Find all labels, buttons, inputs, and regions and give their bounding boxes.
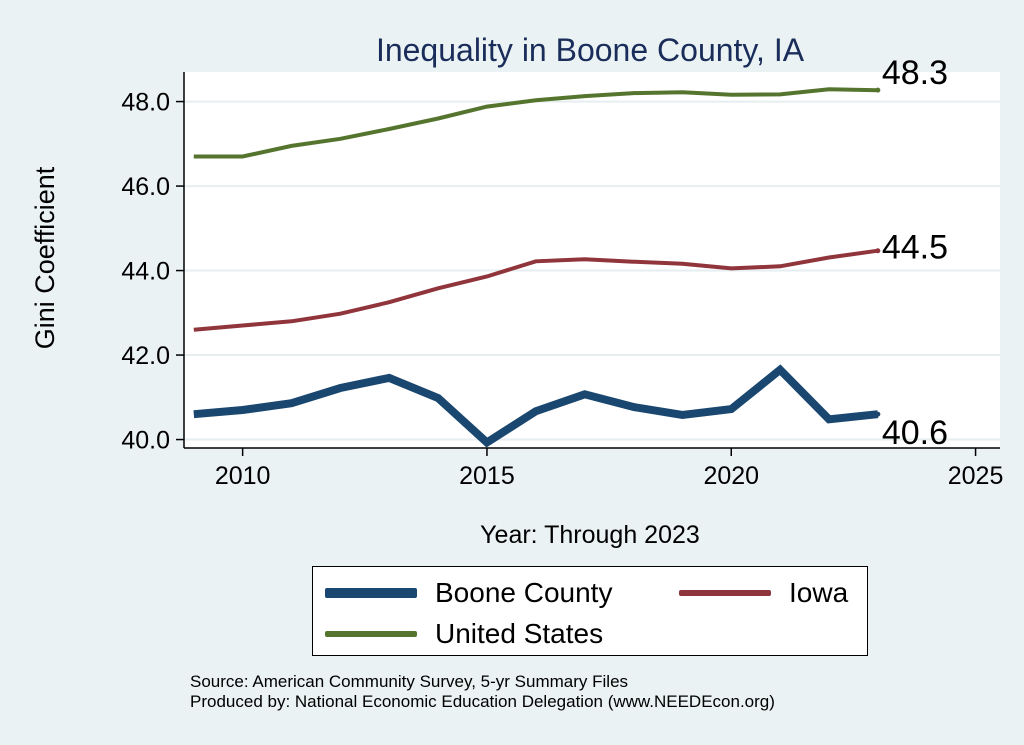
legend-item-boone: Boone County bbox=[325, 575, 612, 611]
legend-item-iowa: Iowa bbox=[679, 575, 848, 611]
end-label-boone: 40.6 bbox=[882, 414, 948, 452]
y-tick-label: 46.0 bbox=[121, 173, 170, 201]
legend-item-us: United States bbox=[325, 616, 603, 652]
series-lines bbox=[193, 87, 881, 448]
x-tick-label: 2025 bbox=[948, 462, 1004, 490]
y-tick-label: 44.0 bbox=[121, 258, 170, 286]
legend-swatch-us bbox=[325, 631, 417, 637]
y-tick-label: 42.0 bbox=[121, 342, 170, 370]
end-marker-us bbox=[875, 87, 881, 93]
end-labels: 48.3 44.5 40.6 bbox=[882, 54, 948, 452]
y-tick-label: 48.0 bbox=[121, 89, 170, 117]
series-line-iowa bbox=[193, 248, 879, 332]
end-label-us: 48.3 bbox=[882, 54, 948, 92]
legend-swatch-iowa bbox=[679, 590, 771, 596]
y-tick-label: 40.0 bbox=[121, 427, 170, 455]
series-line-us bbox=[193, 87, 878, 159]
legend: Boone County Iowa United States bbox=[312, 566, 868, 656]
x-axis-title: Year: Through 2023 bbox=[480, 521, 700, 549]
legend-label-boone: Boone County bbox=[435, 577, 613, 608]
legend-label-iowa: Iowa bbox=[789, 577, 849, 608]
axis-ticks: 40.0 42.0 44.0 46.0 48.0 2010 2015 2020 2025 bbox=[121, 89, 1003, 490]
producer-line: Produced by: National Economic Education… bbox=[190, 692, 775, 711]
x-tick-label: 2015 bbox=[459, 462, 515, 490]
x-tick-label: 2010 bbox=[215, 462, 271, 490]
gridlines bbox=[184, 100, 1000, 441]
chart-title: Inequality in Boone County, IA bbox=[376, 32, 805, 68]
source-note: Source: American Community Survey, 5-yr … bbox=[190, 672, 775, 712]
end-label-iowa: 44.5 bbox=[882, 229, 948, 267]
y-axis-title: Gini Coefficient bbox=[30, 166, 60, 349]
end-marker-boone bbox=[875, 411, 881, 417]
end-marker-iowa bbox=[875, 248, 881, 254]
legend-swatch-boone bbox=[325, 588, 417, 598]
source-line: Source: American Community Survey, 5-yr … bbox=[190, 672, 629, 691]
legend-label-us: United States bbox=[435, 618, 604, 649]
x-tick-label: 2020 bbox=[703, 462, 759, 490]
series-line-boone bbox=[193, 364, 879, 448]
